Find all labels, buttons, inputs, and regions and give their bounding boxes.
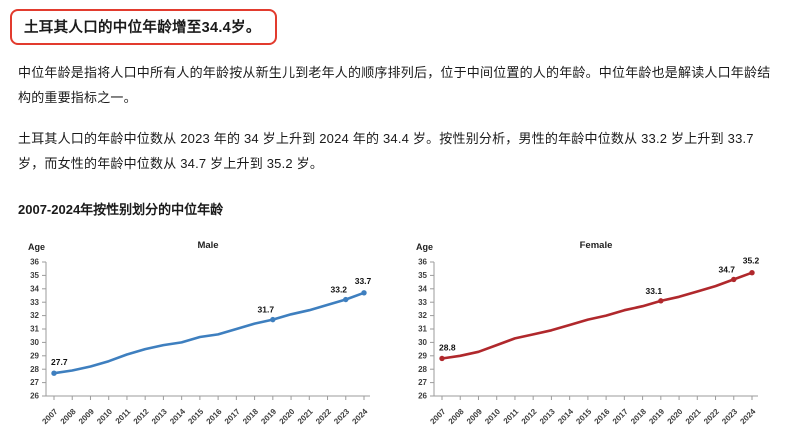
data-line [52,291,366,375]
x-tick-label: 2015 [186,407,205,426]
x-tick-label: 2007 [40,407,59,426]
y-tick-label: 35 [418,271,427,280]
y-tick-label: 31 [30,325,39,334]
x-tick-label: 2024 [738,407,757,426]
y-tick-label: 29 [418,352,427,361]
x-tick-label: 2009 [465,407,484,426]
data-point-label: 34.7 [718,265,735,275]
y-tick-label: 29 [30,352,39,361]
chart-section-heading: 2007-2024年按性别划分的中位年龄 [18,202,224,218]
x-tick-label: 2013 [538,407,557,426]
chart-title: Female [580,240,613,251]
headline-text: 土耳其人口的中位年龄增至34.4岁。 [24,20,261,36]
y-tick-label: 32 [30,312,39,321]
x-tick-label: 2010 [95,407,114,426]
data-point-marker [749,270,755,276]
y-tick-label: 30 [418,338,427,347]
data-point-marker [731,277,737,283]
x-tick-label: 2014 [168,407,187,426]
x-tick-label: 2010 [483,407,502,426]
x-tick-label: 2007 [428,407,447,426]
data-point-label: 33.1 [646,286,663,296]
y-tick-label: 34 [418,285,427,294]
data-point-label: 28.8 [439,343,456,353]
y-tick-label: 28 [30,365,39,374]
x-tick-label: 2011 [502,407,521,426]
y-tick-label: 33 [418,298,427,307]
data-line [440,271,754,361]
x-tick-label: 2021 [684,407,703,426]
x-tick-label: 2013 [150,407,169,426]
y-tick-label: 27 [418,379,427,388]
x-tick-label: 2017 [223,407,242,426]
x-tick-label: 2012 [520,407,539,426]
y-axis-label: Age [416,242,433,252]
data-point-label: 27.7 [51,358,68,368]
data-point-marker [361,290,367,296]
x-tick-label: 2022 [314,407,333,426]
x-tick-label: 2016 [205,407,224,426]
y-axis-label: Age [28,242,45,252]
x-tick-label: 2019 [647,407,666,426]
chart-title: Male [197,240,218,251]
y-tick-label: 36 [30,258,39,267]
y-tick-label: 36 [418,258,427,267]
x-tick-label: 2018 [629,407,648,426]
x-tick-label: 2016 [593,407,612,426]
paragraph-definition: 中位年龄是指将人口中所有人的年龄按从新生儿到老年人的顺序排列后，位于中间位置的人… [18,65,771,106]
paragraph-statistics: 土耳其人口的年龄中位数从 2023 年的 34 岁上升到 2024 年的 34.… [18,130,754,172]
headline-box: 土耳其人口的中位年龄增至34.4岁。 [10,9,277,45]
x-tick-label: 2008 [59,407,78,426]
data-point-label: 35.2 [743,256,760,266]
x-tick-label: 2020 [666,407,685,426]
data-point-marker [343,297,349,303]
x-tick-label: 2018 [241,407,260,426]
male-median-age-chart: Male Age 26 27 28 29 30 31 32 33 34 35 36 2007 2008 200… [28,240,372,426]
x-tick-label: 2023 [332,407,351,426]
y-tick-label: 32 [418,312,427,321]
charts-row: Male Age 26 27 28 29 30 31 32 33 34 35 36 2007 2008 200… [18,236,774,442]
x-tick-label: 2017 [611,407,630,426]
x-tick-label: 2008 [447,407,466,426]
x-tick-label: 2009 [77,407,96,426]
data-point-label: 33.7 [355,276,372,286]
x-tick-label: 2022 [702,407,721,426]
data-point-label: 33.2 [330,285,347,295]
data-point-marker [51,370,57,377]
x-tick-label: 2012 [132,407,151,426]
y-tick-label: 28 [418,365,427,374]
data-point-label: 31.7 [258,305,275,315]
data-point-marker [439,356,445,362]
x-tick-label: 2014 [556,407,575,426]
x-tick-label: 2019 [259,407,278,426]
x-tick-label: 2021 [296,407,315,426]
x-tick-label: 2011 [114,407,133,426]
y-tick-label: 27 [30,379,39,388]
y-tick-label: 35 [30,271,39,280]
y-tick-label: 26 [418,392,427,401]
x-tick-label: 2024 [350,407,369,426]
data-point-marker [658,298,664,304]
x-tick-label: 2023 [720,407,739,426]
y-tick-label: 26 [30,392,39,401]
x-tick-label: 2015 [574,407,593,426]
y-tick-label: 31 [418,325,427,334]
y-tick-label: 30 [30,338,39,347]
data-point-marker [270,317,276,323]
y-tick-label: 33 [30,298,39,307]
y-tick-label: 34 [30,285,39,294]
x-tick-label: 2020 [278,407,297,426]
